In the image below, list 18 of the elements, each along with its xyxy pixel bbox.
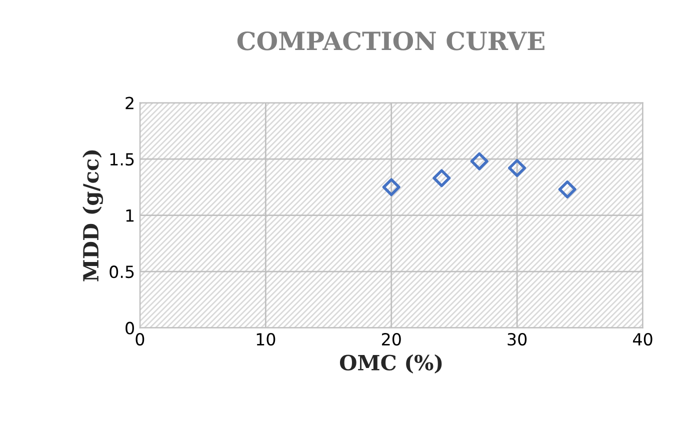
y-axis-title: MDD (g/cc) [82, 150, 104, 282]
point [508, 159, 526, 178]
point [470, 152, 488, 170]
x-axis-title: OMC (%) [340, 354, 442, 374]
y-tick-label: 1.5 [110, 153, 134, 166]
y-tick-label: 2 [126, 96, 134, 110]
point [432, 169, 451, 188]
x-tick-label: 10 [256, 332, 276, 346]
y-tick-label: 1 [126, 209, 134, 222]
y-tick-label: 0.5 [110, 266, 134, 278]
x-tick-label: 30 [508, 332, 527, 346]
x-tick-label: 0 [136, 332, 144, 346]
chart-title: COMPACTION CURVE [237, 31, 544, 50]
point [382, 178, 400, 196]
x-tick-label: 40 [632, 332, 652, 346]
x-tick-label: 20 [382, 332, 401, 346]
y-tick-label: 0 [126, 322, 134, 334]
point [558, 180, 576, 198]
